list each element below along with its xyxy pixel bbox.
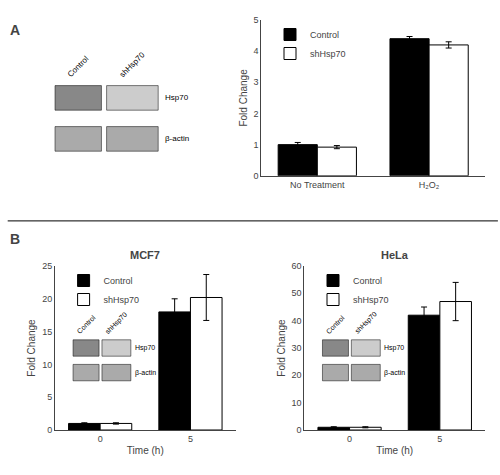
svg-text:2: 2 (254, 109, 259, 119)
svg-text:1: 1 (254, 140, 259, 150)
svg-text:H₂O₂: H₂O₂ (419, 180, 440, 190)
svg-text:60: 60 (292, 261, 302, 271)
svg-text:Hsp70: Hsp70 (135, 344, 155, 352)
svg-text:Control: Control (310, 30, 339, 40)
svg-text:25: 25 (42, 261, 52, 271)
svg-text:0: 0 (47, 425, 52, 435)
svg-text:Time (h): Time (h) (127, 445, 164, 456)
svg-text:5: 5 (47, 392, 52, 402)
svg-text:20: 20 (292, 370, 302, 380)
svg-text:Control: Control (66, 54, 91, 79)
svg-text:shHsp70: shHsp70 (104, 295, 140, 305)
svg-text:Fold Change: Fold Change (26, 319, 37, 377)
svg-text:10: 10 (42, 360, 52, 370)
svg-text:5: 5 (254, 15, 259, 25)
svg-text:15: 15 (42, 327, 52, 337)
svg-text:HeLa: HeLa (381, 249, 409, 261)
svg-text:shHsp70: shHsp70 (353, 295, 389, 305)
svg-text:Hsp70: Hsp70 (165, 93, 189, 102)
svg-text:Fold Change: Fold Change (276, 319, 287, 377)
svg-text:4: 4 (254, 46, 259, 56)
svg-text:β-actin: β-actin (384, 369, 405, 377)
svg-text:MCF7: MCF7 (130, 249, 160, 261)
svg-text:Control: Control (325, 314, 346, 335)
svg-text:50: 50 (292, 288, 302, 298)
svg-text:Time (h): Time (h) (376, 445, 413, 456)
svg-text:A: A (10, 22, 20, 38)
svg-text:20: 20 (42, 294, 52, 304)
svg-text:No Treatment: No Treatment (290, 180, 345, 190)
svg-text:5: 5 (188, 434, 193, 444)
svg-text:Control: Control (104, 276, 133, 286)
svg-text:5: 5 (437, 434, 442, 444)
svg-text:40: 40 (292, 316, 302, 326)
svg-text:Hsp70: Hsp70 (384, 344, 404, 352)
svg-text:30: 30 (292, 343, 302, 353)
svg-text:0: 0 (347, 434, 352, 444)
svg-text:shHsp70: shHsp70 (118, 50, 147, 79)
svg-text:3: 3 (254, 77, 259, 87)
svg-text:shHsp70: shHsp70 (104, 311, 129, 336)
svg-text:Fold Change: Fold Change (238, 69, 249, 127)
svg-text:0: 0 (98, 434, 103, 444)
svg-text:shHsp70: shHsp70 (353, 310, 378, 335)
svg-text:Control: Control (76, 314, 97, 335)
svg-text:β-actin: β-actin (135, 369, 156, 377)
svg-text:shHsp70: shHsp70 (310, 49, 346, 59)
svg-text:Control: Control (353, 276, 382, 286)
svg-text:10: 10 (292, 398, 302, 408)
svg-text:β-actin: β-actin (165, 134, 189, 143)
svg-text:B: B (10, 231, 20, 247)
svg-text:0: 0 (254, 171, 259, 181)
svg-text:0: 0 (297, 425, 302, 435)
